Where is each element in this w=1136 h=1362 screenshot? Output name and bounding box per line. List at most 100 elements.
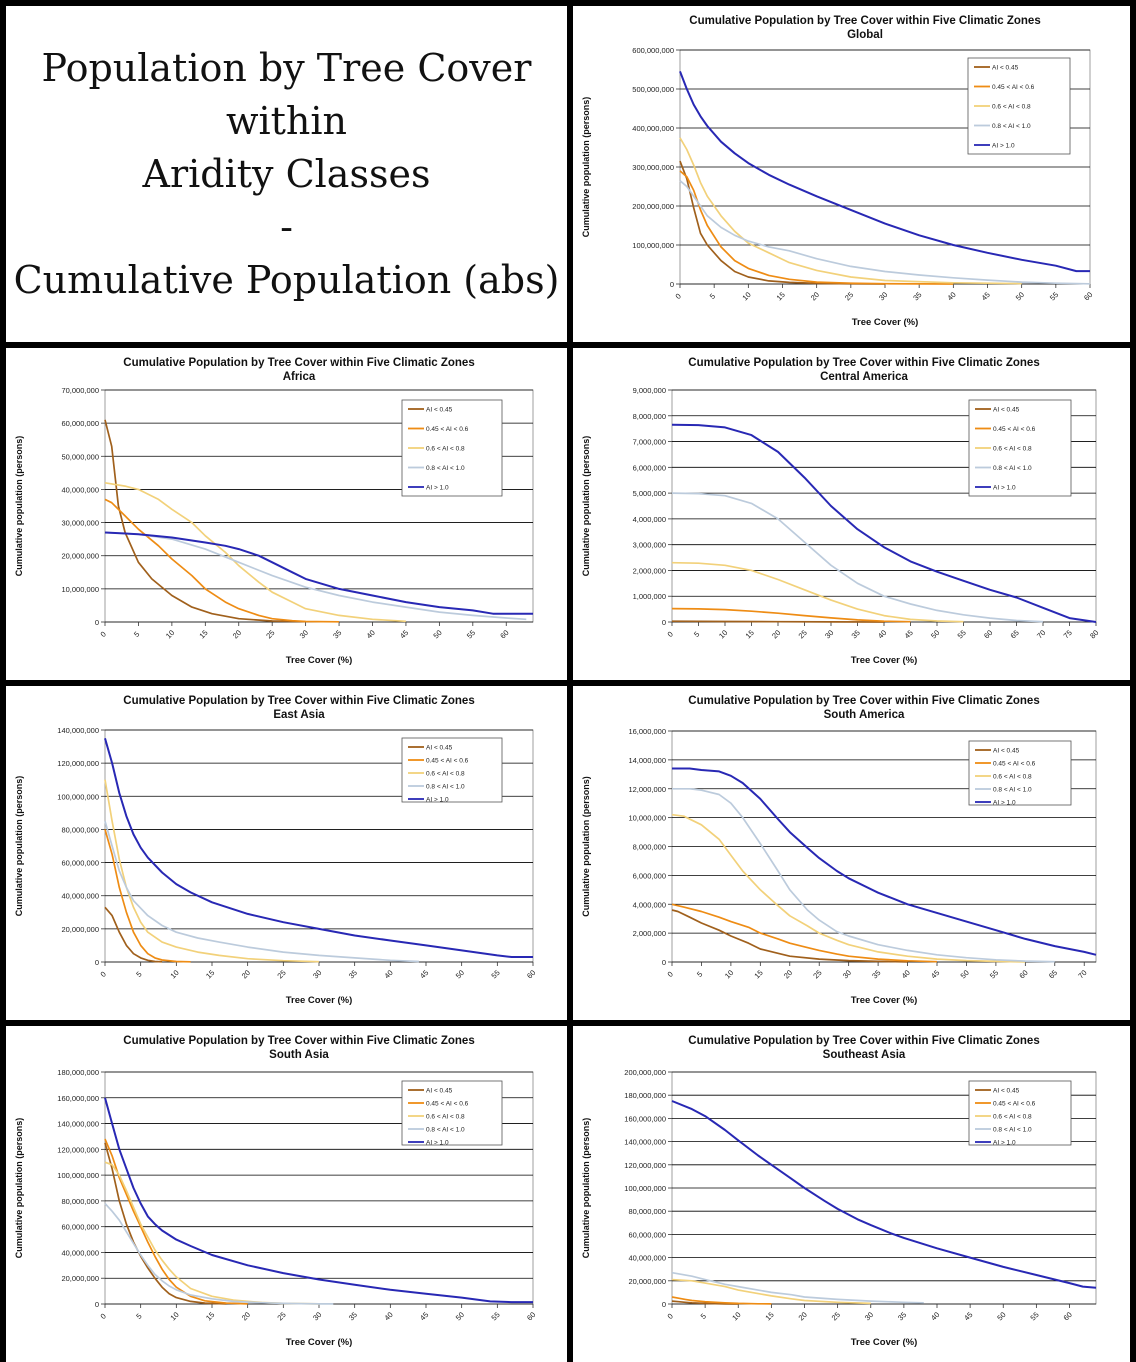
legend-label: AI < 0.45: [992, 65, 1019, 72]
x-tick-label: 25: [797, 628, 809, 640]
x-tick-label: 15: [763, 1310, 775, 1322]
series-line-0-8-ai-1-0: [104, 820, 419, 963]
y-tick-label: 140,000,000: [57, 726, 99, 735]
x-tick-label: 10: [164, 628, 176, 640]
y-tick-label: 0: [670, 280, 674, 289]
series-line-0-8-ai-1-0: [672, 787, 1055, 963]
x-tick-label: 5: [134, 970, 143, 979]
legend-label: AI > 1.0: [426, 1140, 449, 1147]
legend-label: 0.6 < AI < 0.8: [426, 771, 465, 778]
x-tick-label: 40: [382, 1310, 394, 1322]
legend-label: 0.45 < AI < 0.6: [426, 426, 469, 433]
x-tick-label: 60: [1062, 1310, 1074, 1322]
y-tick-label: 40,000,000: [61, 485, 99, 494]
series-line-0-45-ai-0-6: [104, 829, 191, 963]
x-tick-label: 60: [982, 628, 994, 640]
series-line-ai-0-45: [104, 419, 306, 623]
chart-subtitle: Global: [847, 29, 883, 41]
legend-label: 0.6 < AI < 0.8: [993, 774, 1032, 781]
legend-label: 0.45 < AI < 0.6: [426, 758, 469, 765]
series-line-0-8-ai-1-0: [104, 531, 527, 621]
x-tick-label: 60: [525, 1310, 537, 1322]
y-tick-label: 80,000,000: [628, 1207, 666, 1216]
x-tick-label: 25: [830, 1310, 842, 1322]
y-tick-label: 12,000,000: [628, 785, 666, 794]
x-tick-label: 5: [695, 970, 704, 979]
x-axis-label: Tree Cover (%): [851, 655, 918, 666]
y-tick-label: 120,000,000: [57, 1145, 99, 1154]
chart-subtitle: South America: [824, 709, 905, 721]
x-tick-label: 30: [311, 968, 323, 980]
x-tick-label: 50: [929, 628, 941, 640]
y-axis-label: Cumulative population (persons): [581, 1118, 591, 1259]
chart-svg: Cumulative Population by Tree Cover with…: [581, 695, 1097, 1006]
y-tick-label: 2,000,000: [633, 929, 666, 938]
x-tick-label: 5: [692, 630, 701, 639]
y-tick-label: 100,000,000: [57, 1171, 99, 1180]
y-tick-label: 600,000,000: [632, 46, 674, 55]
title-panel: Population by Tree Cover within Aridity …: [6, 6, 567, 342]
x-tick-label: 45: [418, 968, 430, 980]
chart-svg: Cumulative Population by Tree Cover with…: [581, 1035, 1097, 1348]
y-tick-label: 100,000,000: [632, 241, 674, 250]
legend-label: 0.6 < AI < 0.8: [993, 446, 1032, 453]
y-tick-label: 20,000,000: [628, 1277, 666, 1286]
x-axis-label: Tree Cover (%): [852, 317, 919, 328]
y-tick-label: 10,000,000: [628, 814, 666, 823]
legend-label: 0.8 < AI < 1.0: [992, 123, 1031, 130]
y-tick-label: 10,000,000: [61, 585, 99, 594]
legend: [968, 1080, 1072, 1146]
chart-panel-central-america: Cumulative Population by Tree Cover with…: [573, 348, 1130, 680]
series-line-0-8-ai-1-0: [671, 1271, 924, 1304]
y-tick-label: 6,000,000: [633, 871, 666, 880]
x-tick-label: 75: [1062, 628, 1074, 640]
x-tick-label: 10: [740, 290, 752, 302]
chart-subtitle: East Asia: [273, 709, 325, 721]
x-tick-label: 70: [1035, 628, 1047, 640]
x-tick-label: 30: [311, 1310, 323, 1322]
chart-panel-global: Cumulative Population by Tree Cover with…: [573, 6, 1130, 342]
series-line-ai-1-0: [672, 767, 1097, 956]
y-tick-label: 80,000,000: [61, 1197, 99, 1206]
y-tick-label: 120,000,000: [57, 759, 99, 768]
x-axis-label: Tree Cover (%): [851, 1337, 918, 1348]
series-line-ai-1-0: [104, 1097, 533, 1304]
x-tick-label: 60: [1017, 968, 1029, 980]
y-tick-label: 40,000,000: [61, 892, 99, 901]
legend-label: 0.8 < AI < 1.0: [993, 1127, 1032, 1134]
y-tick-label: 100,000,000: [624, 1184, 666, 1193]
legend-label: 0.6 < AI < 0.8: [426, 1114, 465, 1121]
legend-label: AI < 0.45: [426, 407, 453, 414]
y-axis-label: Cumulative population (persons): [581, 776, 591, 917]
x-tick-label: 20: [782, 968, 794, 980]
legend-label: 0.8 < AI < 1.0: [993, 465, 1032, 472]
x-tick-label: 65: [1047, 968, 1059, 980]
x-tick-label: 20: [231, 628, 243, 640]
series-line-ai-1-0: [104, 531, 533, 615]
figure-title: Population by Tree Cover within Aridity …: [14, 42, 560, 307]
series-line-0-8-ai-1-0: [671, 492, 1044, 623]
x-tick-label: 35: [850, 628, 862, 640]
x-tick-label: 30: [298, 628, 310, 640]
legend-label: AI > 1.0: [993, 1140, 1016, 1147]
x-tick-label: 55: [1028, 1310, 1040, 1322]
chart-svg: Cumulative Population by Tree Cover with…: [14, 1035, 537, 1348]
y-tick-label: 0: [662, 1300, 666, 1309]
y-tick-label: 200,000,000: [632, 202, 674, 211]
y-tick-label: 200,000,000: [624, 1068, 666, 1077]
legend-label: 0.8 < AI < 1.0: [426, 1127, 465, 1134]
y-tick-label: 400,000,000: [632, 124, 674, 133]
x-tick-label: 0: [99, 630, 108, 639]
series-line-0-45-ai-0-6: [671, 1296, 772, 1305]
chart-svg: Cumulative Population by Tree Cover with…: [581, 357, 1100, 666]
chart-title: Cumulative Population by Tree Cover with…: [689, 15, 1040, 27]
series-line-0-45-ai-0-6: [679, 170, 954, 285]
series-line-ai-0-45: [671, 620, 885, 623]
x-tick-label: 5: [708, 292, 717, 301]
x-tick-label: 70: [1076, 968, 1088, 980]
legend-label: AI < 0.45: [993, 407, 1020, 414]
series-line-0-6-ai-0-8: [671, 813, 1026, 963]
x-tick-label: 0: [666, 970, 675, 979]
legend-label: AI < 0.45: [426, 1088, 453, 1095]
x-tick-label: 15: [204, 968, 216, 980]
